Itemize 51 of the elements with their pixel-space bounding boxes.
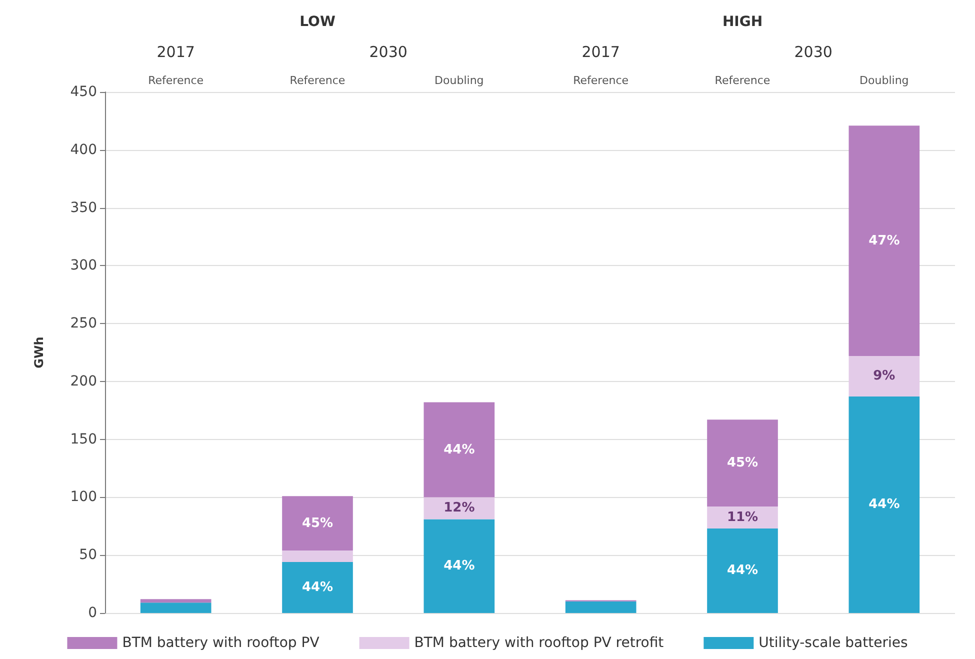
bar	[848, 396, 920, 613]
bar	[282, 550, 353, 562]
bar	[707, 528, 778, 613]
bar	[282, 496, 353, 550]
bar	[282, 562, 353, 613]
x-tick-label: Doubling	[860, 74, 909, 87]
y-tick-label: 450	[70, 84, 97, 100]
bar	[424, 402, 495, 498]
text: 2017	[582, 43, 620, 61]
y-axis-title: GWh	[32, 336, 46, 368]
annotation: 44%	[444, 558, 475, 574]
text: 2017	[156, 43, 195, 61]
annotation: 12%	[444, 500, 475, 516]
annotation: 45%	[302, 516, 334, 531]
annotation: 11%	[726, 510, 758, 525]
x-tick-label: Doubling	[434, 74, 484, 87]
annotation: 45%	[726, 456, 758, 471]
annotation: 44%	[726, 563, 758, 578]
annotation: 44%	[444, 442, 475, 458]
y-tick-label: 50	[79, 547, 97, 564]
bar	[848, 126, 920, 356]
bar	[707, 420, 778, 506]
text: HIGH	[722, 14, 763, 30]
y-tick-label: 200	[70, 373, 97, 390]
bar	[848, 356, 920, 396]
y-tick-label: 250	[70, 316, 97, 332]
y-tick-label: 300	[70, 258, 97, 274]
y-tick-label: 150	[70, 431, 97, 448]
annotation: 9%	[873, 368, 896, 384]
text: LOW	[300, 14, 336, 30]
y-tick-label: 400	[70, 142, 97, 158]
bar	[424, 519, 495, 613]
y-tick-label: 350	[70, 200, 97, 216]
bar	[707, 506, 778, 528]
text: 2030	[794, 43, 832, 61]
legend-label: BTM battery with rooftop PV	[122, 635, 320, 651]
annotation: 44%	[868, 497, 900, 512]
y-tick-label: 100	[70, 489, 97, 506]
x-tick-label: Reference	[714, 74, 770, 87]
legend-label: BTM battery with rooftop PV retrofit	[414, 635, 664, 651]
x-tick-label: Reference	[290, 74, 346, 87]
annotation: 44%	[302, 580, 334, 596]
annotation: 47%	[868, 233, 900, 248]
bar	[565, 601, 636, 613]
x-tick-label: Reference	[148, 74, 204, 87]
y-tick-label: 0	[88, 605, 97, 621]
text: 2030	[369, 43, 408, 61]
legend-label: Utility-scale batteries	[758, 635, 908, 651]
x-tick-label: Reference	[573, 74, 629, 87]
bar	[140, 602, 212, 613]
bar	[140, 599, 212, 603]
